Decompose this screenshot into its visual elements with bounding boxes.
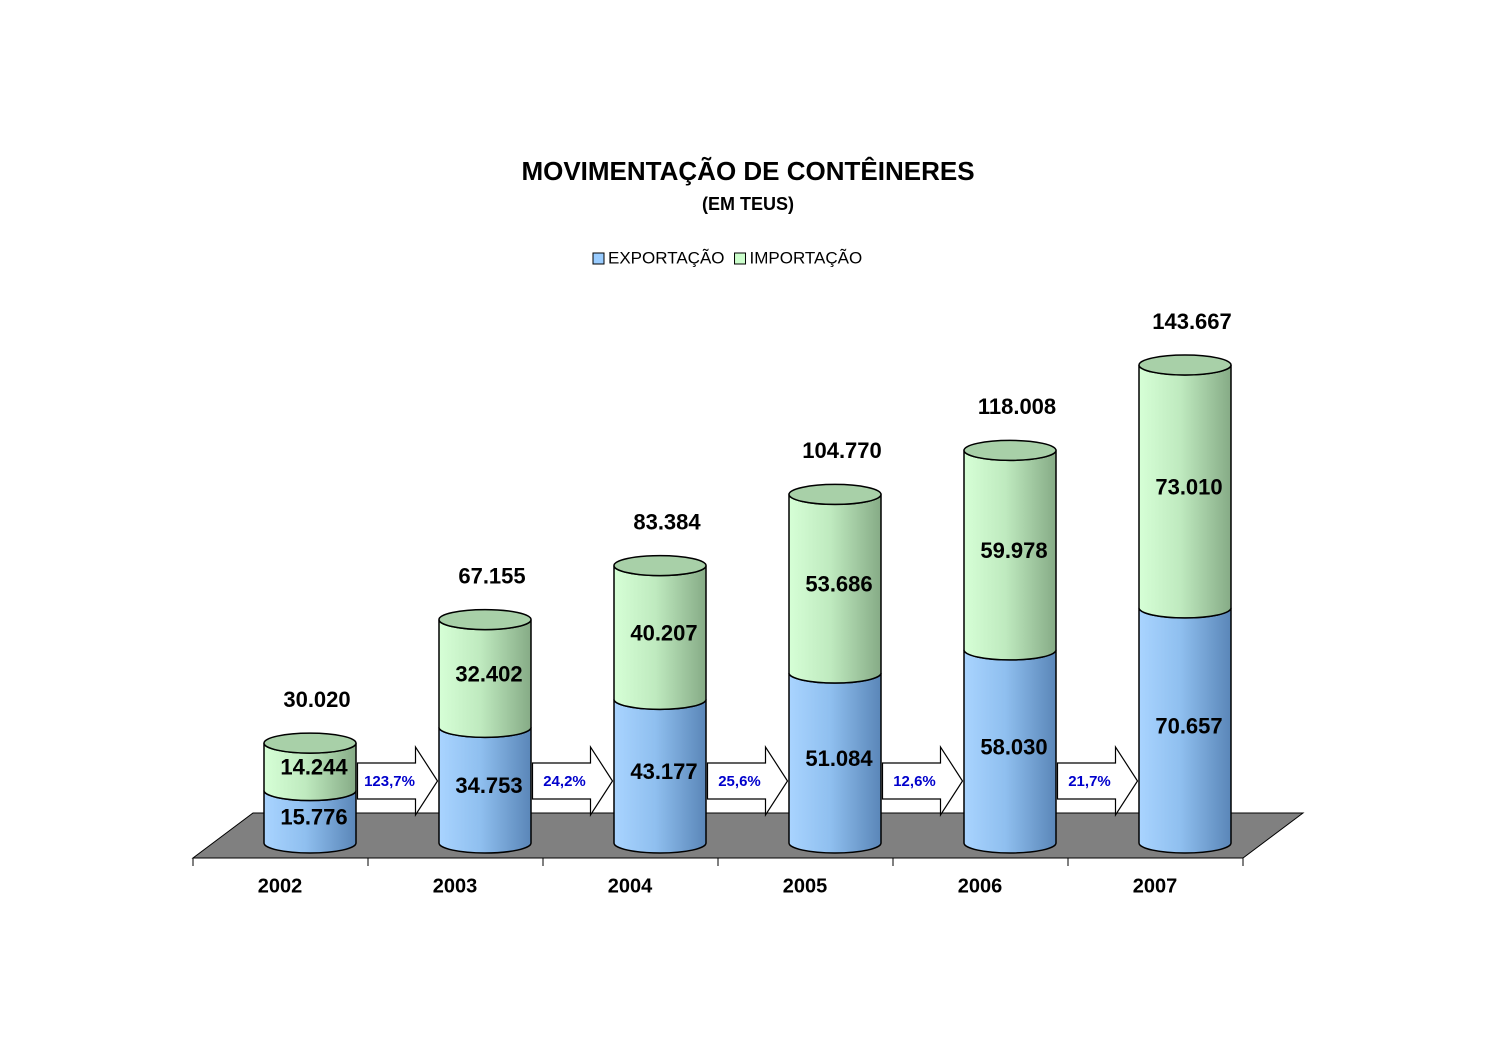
chart-title: MOVIMENTAÇÃO DE CONTÊINERES — [521, 156, 974, 186]
total-label: 30.020 — [283, 687, 350, 712]
data-label: 70.657 — [1155, 713, 1222, 738]
legend-swatch — [734, 252, 747, 265]
growth-label: 21,7% — [1068, 773, 1111, 790]
x-tick-label: 2005 — [783, 875, 828, 897]
data-label: 59.978 — [980, 538, 1047, 563]
growth-arrow — [706, 744, 789, 818]
x-tick-label: 2003 — [433, 875, 478, 897]
growth-arrow — [1056, 744, 1139, 818]
total-label: 67.155 — [458, 563, 525, 588]
growth-label: 25,6% — [718, 773, 761, 790]
floor — [191, 812, 1305, 859]
legend-swatch — [592, 252, 605, 265]
data-label: 34.753 — [455, 773, 522, 798]
data-label: 73.010 — [1155, 474, 1222, 499]
legend-label: EXPORTAÇÃO — [608, 248, 725, 267]
plot: EXPORTAÇÃO IMPORTAÇÃO 2002 15.776 14.244 30.0… — [191, 248, 1305, 897]
bar-cap — [613, 554, 707, 577]
bar-cap — [263, 732, 357, 754]
legend-label: IMPORTAÇÃO — [750, 248, 863, 267]
x-tick-label: 2002 — [258, 875, 303, 897]
data-label: 40.207 — [630, 620, 697, 645]
data-label: 14.244 — [280, 755, 348, 780]
data-label: 43.177 — [630, 759, 697, 784]
bar-cap — [438, 608, 532, 631]
growth-label: 24,2% — [543, 773, 586, 790]
total-label: 83.384 — [633, 509, 701, 534]
data-label: 58.030 — [980, 734, 1047, 759]
total-label: 118.008 — [978, 394, 1056, 419]
total-label: 104.770 — [802, 438, 882, 463]
x-tick-label: 2007 — [1133, 875, 1178, 897]
chart-subtitle: (EM TEUS) — [702, 194, 794, 214]
growth-label: 12,6% — [893, 773, 936, 790]
growth-arrow — [356, 744, 439, 818]
data-label: 32.402 — [455, 661, 522, 686]
x-tick-label: 2006 — [958, 875, 1003, 897]
bar-cap — [1138, 354, 1232, 376]
data-label: 51.084 — [805, 746, 873, 771]
growth-arrow — [531, 744, 614, 818]
x-tick-label: 2004 — [608, 875, 653, 897]
bar-cap — [963, 439, 1057, 462]
growth-label: 123,7% — [364, 773, 415, 790]
data-label: 53.686 — [805, 572, 872, 597]
growth-arrow — [881, 744, 964, 818]
bar-cap — [788, 483, 882, 506]
total-label: 143.667 — [1152, 309, 1232, 334]
data-label: 15.776 — [280, 805, 347, 830]
